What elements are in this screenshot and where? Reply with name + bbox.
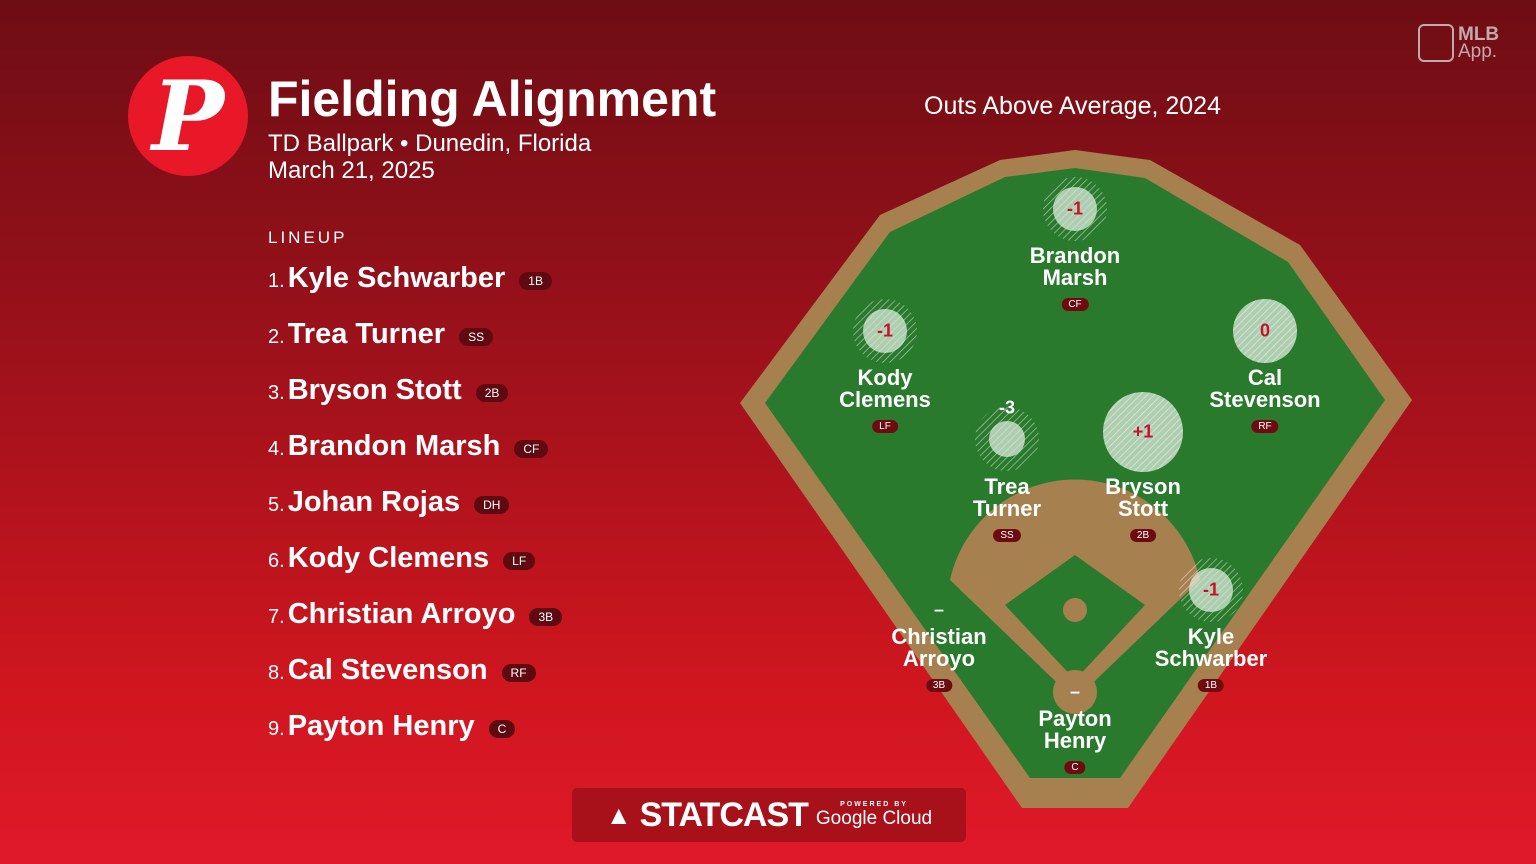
mlb-batter-icon: ▲ <box>605 799 632 830</box>
fielder-label: Brandon Marsh CF <box>1029 243 1121 311</box>
oaa-value: -3 <box>998 397 1016 418</box>
batting-order: 8. <box>268 661 285 684</box>
position-badge: 3B <box>529 608 563 626</box>
pitchers-mound <box>1063 598 1087 622</box>
player-name: Payton Henry <box>287 709 475 742</box>
fielder-label: Payton Henry C <box>1038 706 1112 774</box>
position-badge: 3B <box>925 679 953 692</box>
batting-order: 7. <box>268 605 285 628</box>
position-badge: C <box>1064 761 1086 774</box>
position-badge: 2B <box>475 384 509 402</box>
oaa-value: -1 <box>1202 579 1220 600</box>
lineup-item: 1. Kyle Schwarber 1B <box>268 258 552 298</box>
home-plate-area <box>1053 670 1097 714</box>
position-badge: RF <box>1251 420 1279 433</box>
oaa-value: +1 <box>1132 421 1154 442</box>
oaa-marker <box>1053 187 1097 231</box>
batting-order: 9. <box>268 717 285 740</box>
lineup-item: 8. Cal Stevenson RF <box>268 650 536 690</box>
batting-order: 4. <box>268 437 285 460</box>
oaa-value: -1 <box>1066 198 1084 219</box>
lineup-item: 7. Christian Arroyo 3B <box>268 594 563 634</box>
player-name: Bryson Stott <box>287 373 462 406</box>
player-name: Trea Turner <box>287 317 446 350</box>
lineup-item: 4. Brandon Marsh CF <box>268 426 549 466</box>
oaa-subtitle: Outs Above Average, 2024 <box>924 92 1221 120</box>
fielder-label: Kody Clemens LF <box>839 365 931 433</box>
position-badge: DH <box>474 496 510 514</box>
mlb-app-logo: MLB App. <box>1418 24 1499 62</box>
position-badge: CF <box>1061 298 1089 311</box>
batting-order: 2. <box>268 325 285 348</box>
player-name: Brandon Marsh <box>287 429 501 462</box>
player-name: Cal Stevenson <box>287 653 488 686</box>
batting-order: 1. <box>268 269 285 292</box>
batting-order: 3. <box>268 381 285 404</box>
game-date: March 21, 2025 <box>268 157 435 184</box>
oaa-marker <box>863 309 907 353</box>
lineup-item: 3. Bryson Stott 2B <box>268 370 509 410</box>
fielder-label: Kyle Schwarber 1B <box>1154 624 1268 692</box>
oaa-marker <box>1189 568 1233 612</box>
lineup-item: 9. Payton Henry C <box>268 706 516 746</box>
venue: TD Ballpark • Dunedin, Florida <box>268 130 592 157</box>
position-badge: LF <box>872 420 898 433</box>
oaa-value: – <box>933 599 945 620</box>
position-badge: SS <box>993 529 1021 542</box>
oaa-value: – <box>1069 681 1081 702</box>
position-badge: CF <box>514 440 549 458</box>
position-badge: RF <box>501 664 536 682</box>
fielder-label: Bryson Stott 2B <box>1105 474 1181 542</box>
position-badge: LF <box>503 552 536 570</box>
player-name: Kody Clemens <box>287 541 490 574</box>
oaa-marker <box>989 421 1025 457</box>
player-name: Johan Rojas <box>287 485 461 518</box>
player-name: Kyle Schwarber <box>287 261 506 294</box>
position-badge: 1B <box>519 272 552 290</box>
oaa-value: -1 <box>876 320 894 341</box>
page-title: Fielding Alignment <box>268 71 717 127</box>
outfield-grass <box>765 168 1385 778</box>
player-name: Christian Arroyo <box>287 597 516 630</box>
oaa-marker-hatch <box>1233 299 1297 363</box>
oaa-marker-hatch <box>1103 392 1183 472</box>
lineup-item: 6. Kody Clemens LF <box>268 538 536 578</box>
phillies-logo: P <box>128 56 248 176</box>
batting-order: 6. <box>268 549 285 572</box>
fielder-label: Christian Arroyo 3B <box>891 624 987 692</box>
batting-order: 5. <box>268 493 285 516</box>
oaa-value: 0 <box>1259 320 1271 341</box>
lineup-item: 5. Johan Rojas DH <box>268 482 510 522</box>
position-badge: 2B <box>1129 529 1157 542</box>
position-badge: 1B <box>1197 679 1225 692</box>
fielder-label: Trea Turner SS <box>972 474 1042 542</box>
lineup-heading: LINEUP <box>268 228 348 247</box>
statcast-banner: ▲ STATCAST POWERED BY Google Cloud <box>572 788 966 842</box>
position-badge: SS <box>459 328 494 346</box>
position-badge: C <box>488 720 516 738</box>
fielder-label: Cal Stevenson RF <box>1209 365 1321 433</box>
lineup-item: 2. Trea Turner SS <box>268 314 494 354</box>
